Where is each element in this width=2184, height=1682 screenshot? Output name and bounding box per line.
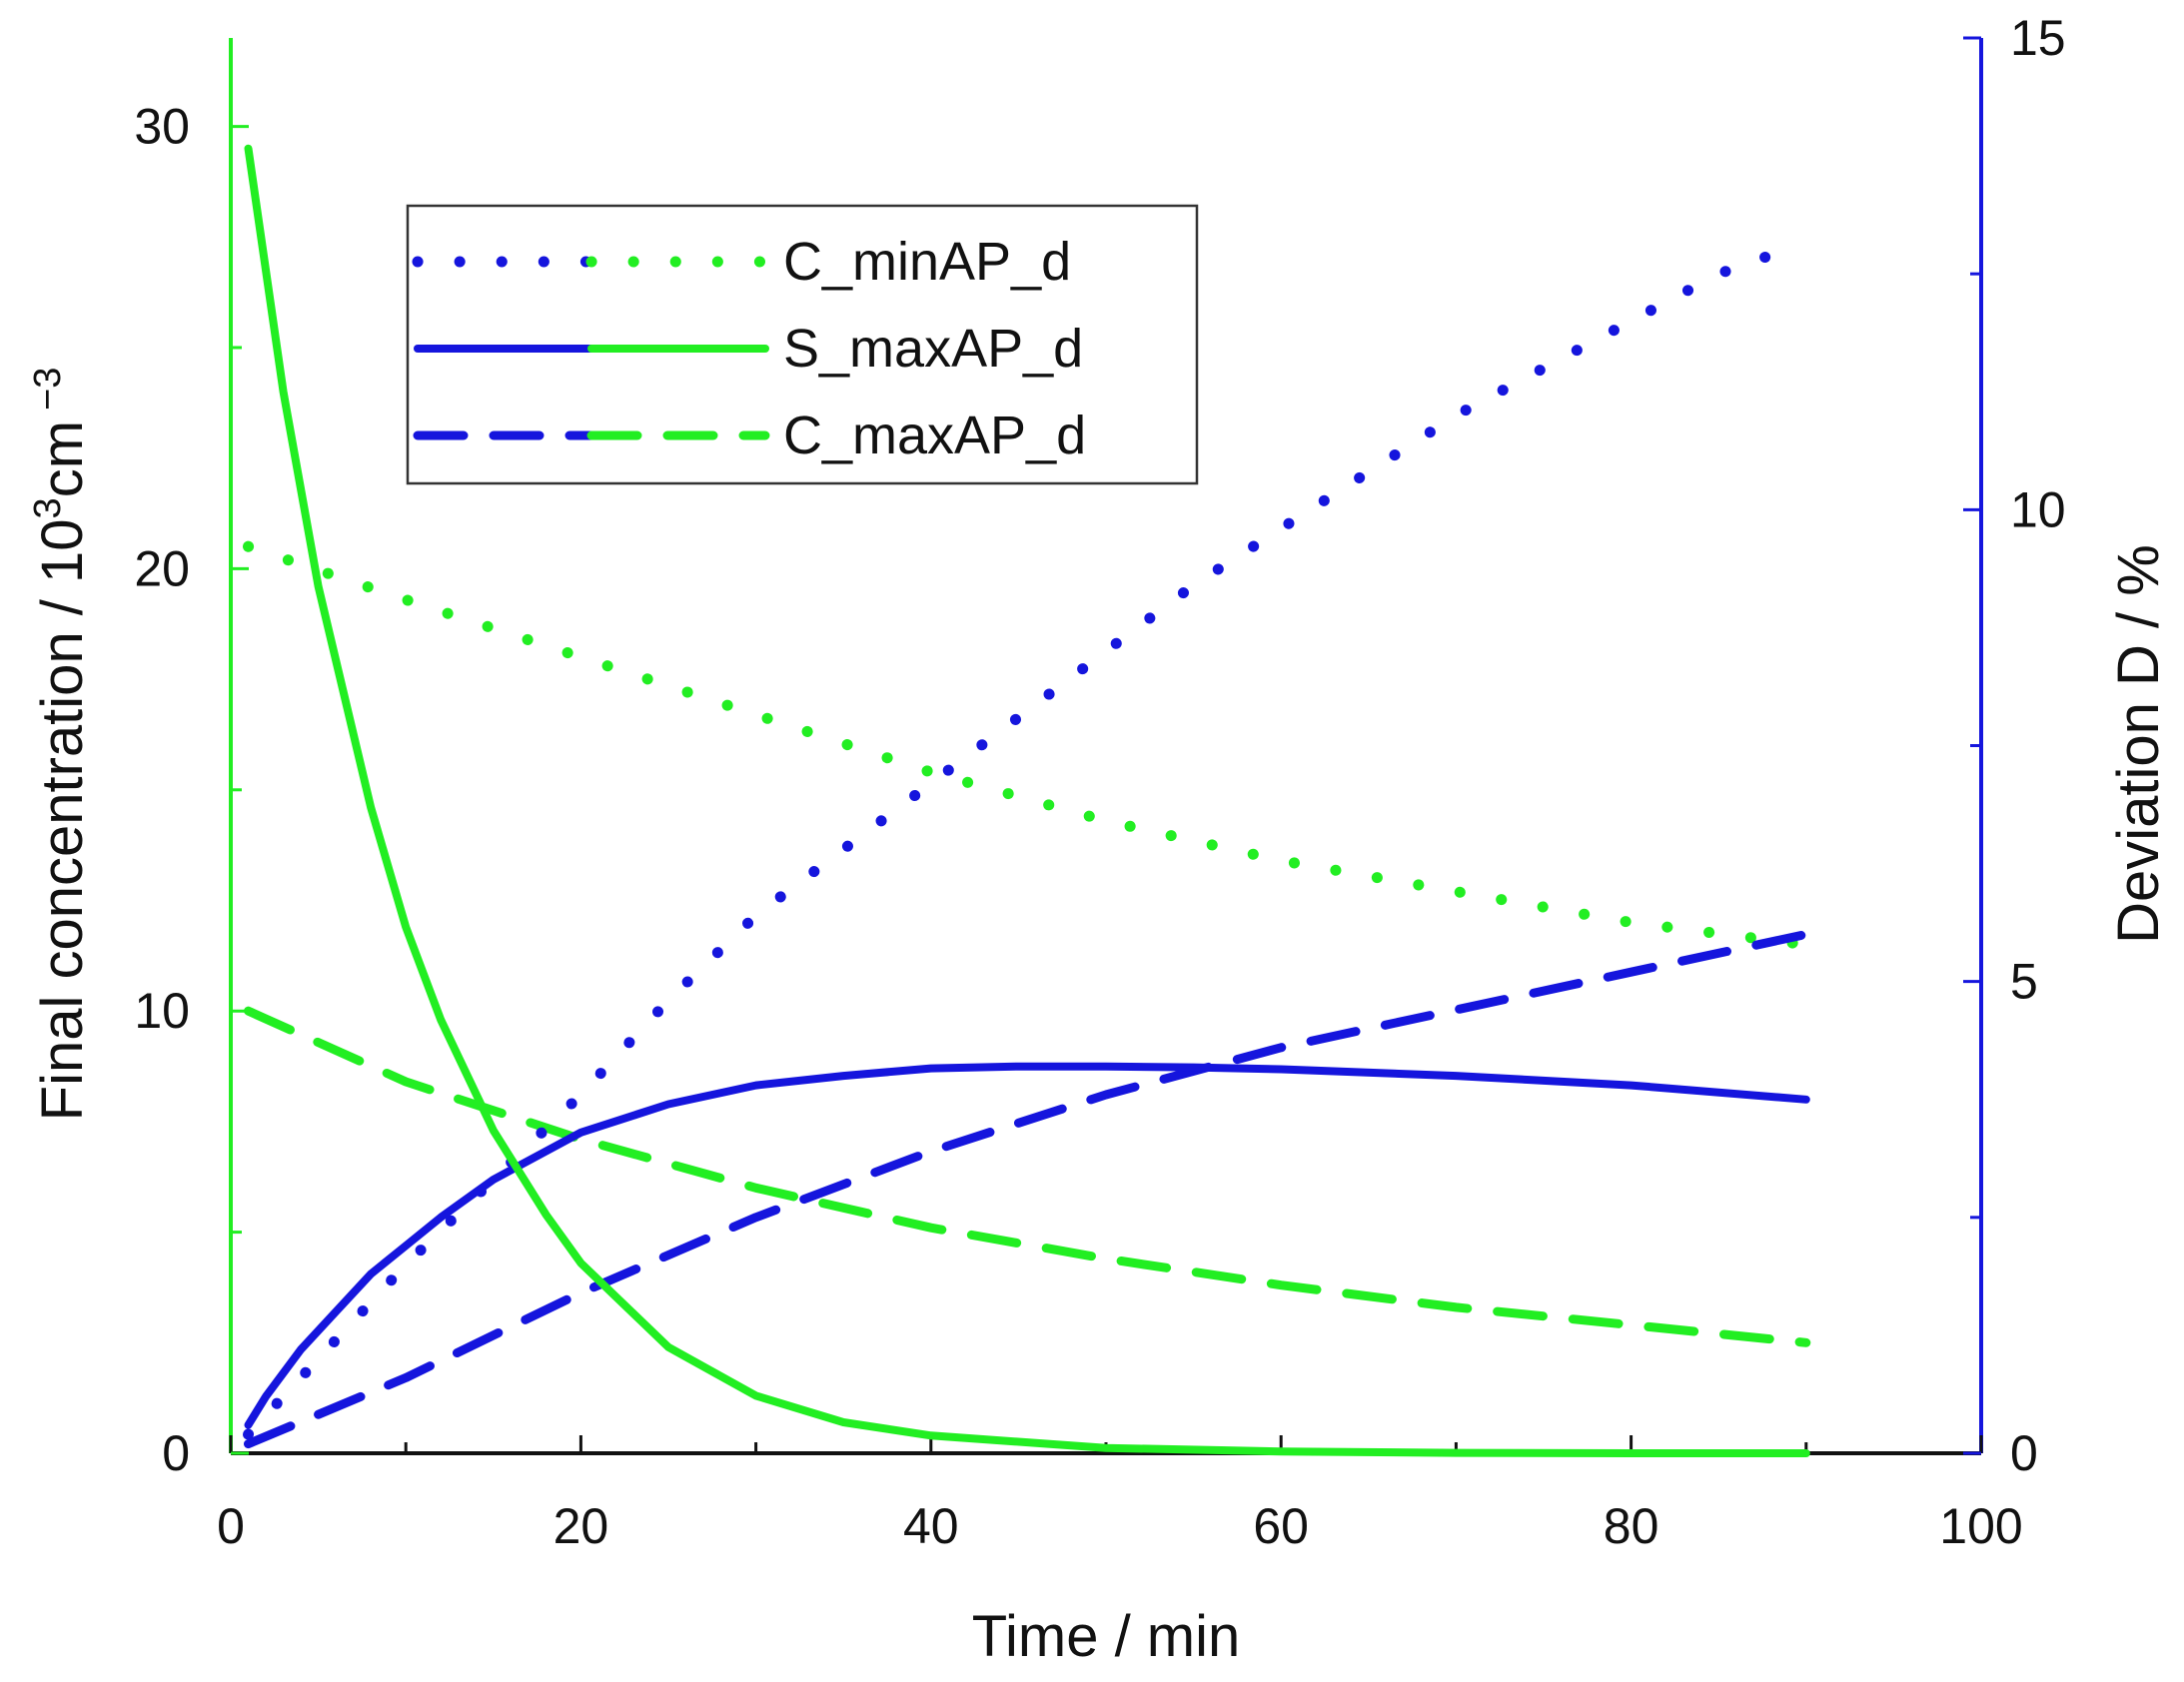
legend-label-c-minap-d: C_minAP_d xyxy=(783,232,1071,292)
right-y-tick-label: 0 xyxy=(2010,1425,2038,1481)
series-line-c-minap-d-deviation xyxy=(243,249,1777,1440)
left-y-axis-title: Final concentration / 103cm −3 xyxy=(27,368,95,1122)
left-y-tick-label: 10 xyxy=(134,983,190,1039)
x-tick-label: 80 xyxy=(1604,1498,1659,1554)
left-y-axis-title-sup: 3 xyxy=(27,497,69,518)
left-y-axis-title-main: Final concentration / 10 xyxy=(30,518,95,1121)
right-y-tick-label: 10 xyxy=(2010,481,2066,537)
left-y-tick-label: 30 xyxy=(134,99,190,155)
legend-label-s-maxap-d: S_maxAP_d xyxy=(783,319,1083,379)
x-tick-labels: 0 20 40 60 80 100 xyxy=(217,1498,2023,1554)
series-lines xyxy=(243,144,1812,1457)
x-tick-label: 60 xyxy=(1253,1498,1309,1554)
right-y-tick-labels: 0 5 10 15 xyxy=(2010,10,2066,1481)
series-line-c-minap-d-concentration xyxy=(243,540,1812,951)
series-line-s-maxap-d-concentration xyxy=(244,144,1810,1457)
series-line-s-maxap-d-deviation xyxy=(244,1062,1810,1429)
left-y-axis-title-unit-sup: −3 xyxy=(27,368,69,411)
left-y-axis-title-unit: cm xyxy=(30,420,95,497)
x-axis-title: Time / min xyxy=(972,1604,1241,1669)
x-tick-label: 100 xyxy=(1939,1498,2022,1554)
left-y-tick-label: 0 xyxy=(162,1425,190,1481)
left-y-tick-label: 20 xyxy=(134,540,190,596)
series-line-c-maxap-d-deviation xyxy=(244,929,1811,1449)
right-y-tick-label: 15 xyxy=(2010,10,2066,66)
left-y-tick-labels: 0 10 20 30 xyxy=(134,99,190,1481)
legend: C_minAP_d S_maxAP_d C_maxAP_d xyxy=(406,204,1199,485)
right-y-tick-label: 5 xyxy=(2010,954,2038,1010)
legend-samples xyxy=(412,256,771,440)
x-tick-label: 40 xyxy=(903,1498,959,1554)
x-tick-label: 0 xyxy=(217,1498,245,1554)
legend-label-c-maxap-d: C_maxAP_d xyxy=(783,406,1086,465)
x-tick-label: 20 xyxy=(553,1498,609,1554)
right-y-axis-title: Deviation D / % xyxy=(2106,544,2171,944)
series-line-c-maxap-d-concentration xyxy=(244,1006,1811,1347)
